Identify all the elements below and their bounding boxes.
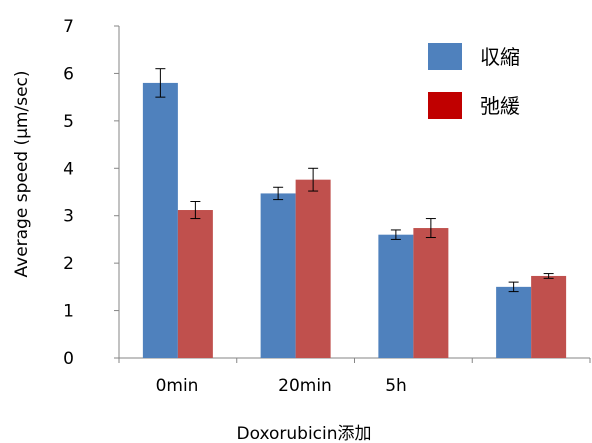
bar bbox=[378, 234, 414, 358]
y-tick-label: 0 bbox=[63, 349, 74, 369]
y-axis-title: Average speed (μm/sec) bbox=[12, 70, 32, 277]
x-tick-labels: 0min 20min 5h bbox=[156, 376, 407, 396]
x-axis bbox=[118, 357, 591, 363]
y-tick-label: 3 bbox=[63, 207, 74, 227]
x-tick-label: 0min bbox=[156, 376, 199, 396]
bar bbox=[496, 286, 532, 358]
y-axis: 0 1 2 3 4 5 6 7 bbox=[63, 17, 120, 369]
x-tick-label: 20min bbox=[278, 376, 332, 396]
bar bbox=[177, 210, 213, 358]
y-tick-label: 5 bbox=[63, 112, 74, 132]
x-tick-label: 5h bbox=[385, 376, 407, 396]
legend-label: 収縮 bbox=[480, 45, 520, 69]
y-tick-label: 2 bbox=[63, 254, 74, 274]
bar bbox=[531, 275, 567, 358]
x-axis-title: Doxorubicin添加 bbox=[236, 424, 371, 443]
error-bars bbox=[155, 68, 554, 293]
legend-swatch bbox=[428, 43, 462, 70]
legend-label: 弛緩 bbox=[480, 94, 520, 118]
bar bbox=[142, 82, 178, 359]
y-tick-label: 4 bbox=[63, 159, 74, 179]
y-tick-label: 6 bbox=[63, 64, 74, 84]
bar bbox=[413, 228, 449, 358]
legend-swatch bbox=[428, 92, 462, 119]
y-tick-label: 7 bbox=[63, 17, 74, 37]
y-tick-label: 1 bbox=[63, 302, 74, 322]
bars bbox=[142, 82, 567, 359]
bar bbox=[295, 179, 331, 358]
bar bbox=[260, 193, 296, 358]
